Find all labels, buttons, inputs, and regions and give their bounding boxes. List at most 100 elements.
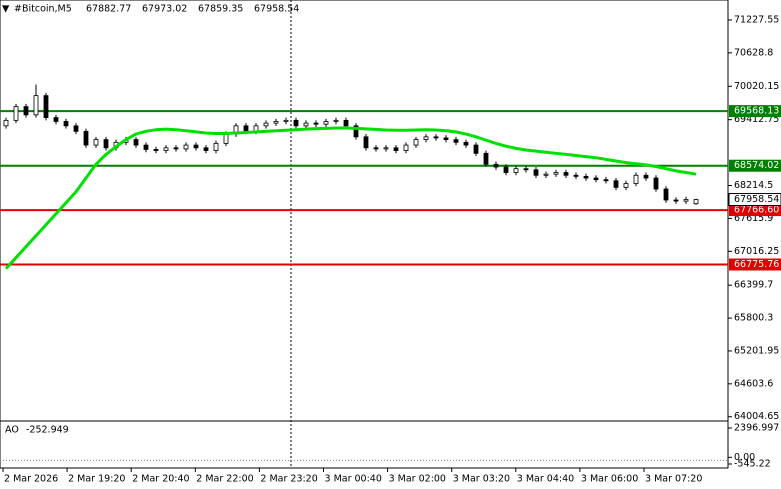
moving-average <box>4 126 697 270</box>
candle-body <box>293 119 299 127</box>
candle-body <box>193 144 199 149</box>
candle-body <box>613 180 619 188</box>
candle-body <box>313 122 319 125</box>
candle-body <box>573 174 579 177</box>
plot-frame <box>0 0 729 469</box>
header-high: 67973.02 <box>142 4 187 15</box>
candle-body <box>183 144 189 150</box>
x-tick-label: 2 Mar 22:00 <box>196 474 253 485</box>
ao-tick-label: -545.22 <box>734 459 771 470</box>
candle-body <box>483 152 489 165</box>
header-close: 67958.54 <box>254 4 299 15</box>
candle-body <box>423 136 429 140</box>
candle-body <box>453 139 459 143</box>
y-tick-label: 71227.55 <box>734 14 779 25</box>
symbol-title: #Bitcoin,M5 <box>14 4 72 15</box>
candle-body <box>633 174 639 184</box>
candle-body <box>663 188 669 201</box>
candle-body <box>203 147 209 151</box>
level-tag-label: 69568.13 <box>734 106 779 117</box>
level-tag <box>729 159 781 172</box>
candle-body <box>273 121 279 124</box>
candle-body <box>303 122 309 127</box>
y-tick-label: 65800.3 <box>734 313 773 324</box>
x-tick-label: 3 Mar 06:00 <box>581 474 638 485</box>
candle-body <box>383 147 389 150</box>
candle-body <box>93 139 99 146</box>
y-tick-label: 67615.9 <box>734 213 773 224</box>
x-tick-label: 2 Mar 2026 <box>4 474 58 485</box>
level-tag <box>729 258 781 271</box>
candle-body <box>83 130 89 146</box>
candle-body <box>533 169 539 176</box>
candle-body <box>223 133 229 144</box>
price-tag-label: 67958.54 <box>734 194 779 205</box>
candle-body <box>493 163 499 168</box>
ao-value: -252.949 <box>26 425 69 436</box>
y-tick-label: 64004.65 <box>734 411 779 422</box>
candle-body <box>373 147 379 150</box>
ao-tick-label: 2396.997 <box>734 423 779 434</box>
candle-body <box>263 122 269 127</box>
candle-body <box>213 143 219 151</box>
y-tick-label: 70020.15 <box>734 81 779 92</box>
candle-body <box>13 106 19 121</box>
candle-body <box>433 136 439 139</box>
candle-body <box>413 139 419 146</box>
candle-body <box>103 139 109 149</box>
y-tick-label: 64603.6 <box>734 378 773 389</box>
candle-body <box>593 177 599 181</box>
level-tag <box>729 105 781 118</box>
ao-tick-label: 0.00 <box>734 452 755 463</box>
candle-body <box>653 177 659 190</box>
y-tick-label: 66399.7 <box>734 280 773 291</box>
candle-body <box>323 121 329 125</box>
candle-body <box>623 183 629 188</box>
candle-body <box>73 125 79 132</box>
candle-body <box>583 175 589 179</box>
y-tick-label: 70628.8 <box>734 47 773 58</box>
candle-body <box>513 168 519 173</box>
level-tag-label: 68574.02 <box>734 160 779 171</box>
candle-body <box>553 172 559 175</box>
candle-body <box>353 125 359 138</box>
level-tag-label: 66775.76 <box>734 259 779 270</box>
x-tick-label: 2 Mar 19:20 <box>68 474 125 485</box>
header-open: 67882.77 <box>86 4 131 15</box>
candle-body <box>43 95 49 119</box>
candle-body <box>153 149 159 151</box>
header-low: 67859.35 <box>198 4 243 15</box>
candle-body <box>523 168 529 171</box>
candle-body <box>283 119 289 122</box>
candle-body <box>363 136 369 149</box>
ao-name: AO <box>5 425 19 436</box>
candle-body <box>63 121 69 127</box>
y-tick-label: 65201.95 <box>734 345 779 356</box>
candle-body <box>603 179 609 182</box>
x-tick-label: 3 Mar 07:20 <box>645 474 702 485</box>
candle-body <box>393 147 399 151</box>
candle-body <box>403 144 409 151</box>
level-tag <box>729 204 781 217</box>
x-tick-label: 3 Mar 04:40 <box>517 474 574 485</box>
candle-body <box>473 144 479 154</box>
y-tick-label: 67016.25 <box>734 246 779 257</box>
candle-body <box>673 199 679 202</box>
candle-body <box>463 141 469 146</box>
candle-body <box>443 137 449 140</box>
level-tag-label: 67766.60 <box>734 205 779 216</box>
plot <box>0 84 728 270</box>
y-tick-label: 69412.75 <box>734 114 779 125</box>
candle-body <box>163 147 169 151</box>
y-tick-label: 68214.5 <box>734 180 773 191</box>
candle-body <box>143 144 149 150</box>
candle-body <box>693 199 699 205</box>
x-tick-label: 3 Mar 03:20 <box>453 474 510 485</box>
candle-body <box>3 119 9 127</box>
candle-body <box>23 106 29 116</box>
x-tick-label: 3 Mar 00:40 <box>325 474 382 485</box>
collapse-arrow[interactable]: ▼ <box>2 4 10 15</box>
x-tick-label: 3 Mar 02:00 <box>389 474 446 485</box>
x-tick-label: 2 Mar 23:20 <box>260 474 317 485</box>
